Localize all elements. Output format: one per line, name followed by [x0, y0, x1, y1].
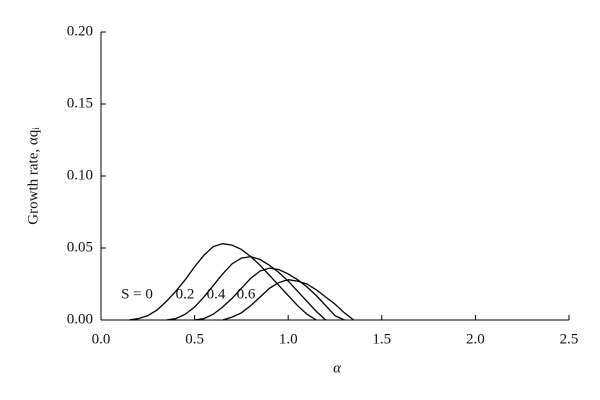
line-series — [194, 267, 345, 321]
x-tick-label: 0.0 — [92, 331, 111, 347]
x-tick-label: 2.5 — [560, 331, 579, 347]
y-axis-label: Growth rate, αqᵢ — [25, 127, 41, 225]
line-series — [128, 243, 317, 321]
x-tick-label: 1.0 — [279, 331, 298, 347]
x-tick-label: 0.5 — [185, 331, 204, 347]
x-axis-label: α — [333, 360, 342, 376]
x-tick-label: 2.0 — [466, 331, 485, 347]
y-tick-label: 0.05 — [67, 239, 93, 255]
annotation: 0.6 — [237, 286, 256, 302]
annotation: 0.4 — [207, 286, 226, 302]
line-series — [222, 279, 355, 321]
annotation: 0.2 — [176, 286, 195, 302]
annotation: S = 0 — [121, 286, 153, 302]
y-tick-label: 0.10 — [67, 167, 93, 183]
line-series — [166, 255, 327, 321]
y-tick-label: 0.20 — [67, 23, 93, 39]
x-tick-label: 1.5 — [372, 331, 391, 347]
y-tick-label: 0.00 — [67, 311, 93, 327]
y-tick-label: 0.15 — [67, 95, 93, 111]
